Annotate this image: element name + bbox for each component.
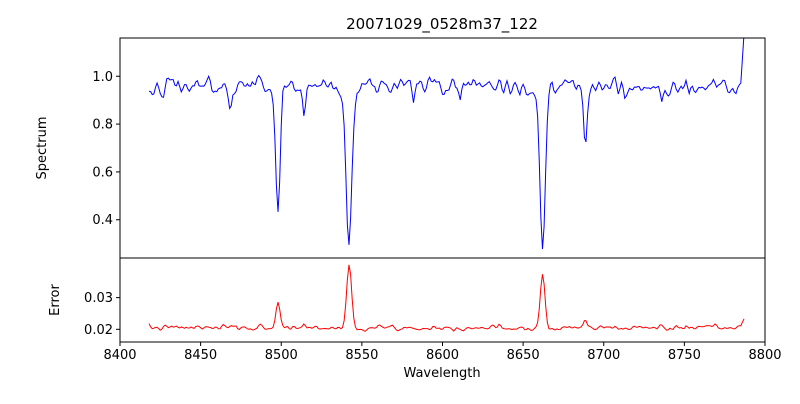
chart-title: 20071029_0528m37_122 xyxy=(346,15,538,34)
x-tick-label: 8700 xyxy=(587,348,620,363)
x-tick-label: 8750 xyxy=(668,348,701,363)
spectrum-axes-box xyxy=(119,37,766,259)
spectrum-line xyxy=(148,38,745,250)
x-tick-label: 8650 xyxy=(507,348,540,363)
x-tick-label: 8800 xyxy=(748,348,781,363)
spectrum-y-axis-label: Spectrum xyxy=(35,117,50,180)
x-tick-label: 8600 xyxy=(426,348,459,363)
error-y-axis-label: Error xyxy=(48,284,63,316)
error-y-tick-label: 0.02 xyxy=(84,323,113,338)
x-tick-label: 8550 xyxy=(345,348,378,363)
x-tick-label: 8400 xyxy=(103,348,136,363)
error-subplot: 0.02 0.03 xyxy=(84,257,766,343)
spectrum-subplot: 0.4 0.6 0.8 1.0 xyxy=(92,37,766,259)
error-y-tick-label: 0.03 xyxy=(84,291,113,306)
spectrum-y-tick-label: 0.8 xyxy=(92,118,113,133)
plot-area: 0.4 0.6 0.8 1.0 0.02 0.03 8400 8450 8500 8550 8600… xyxy=(84,37,782,363)
x-axis-label: Wavelength xyxy=(403,366,480,381)
error-line xyxy=(148,264,745,332)
x-tick-label: 8500 xyxy=(265,348,298,363)
spectrum-y-tick-label: 0.6 xyxy=(92,165,113,180)
spectrum-y-tick-label: 1.0 xyxy=(92,70,113,85)
spectrum-y-tick-label: 0.4 xyxy=(92,213,113,228)
x-tick-label: 8450 xyxy=(184,348,217,363)
